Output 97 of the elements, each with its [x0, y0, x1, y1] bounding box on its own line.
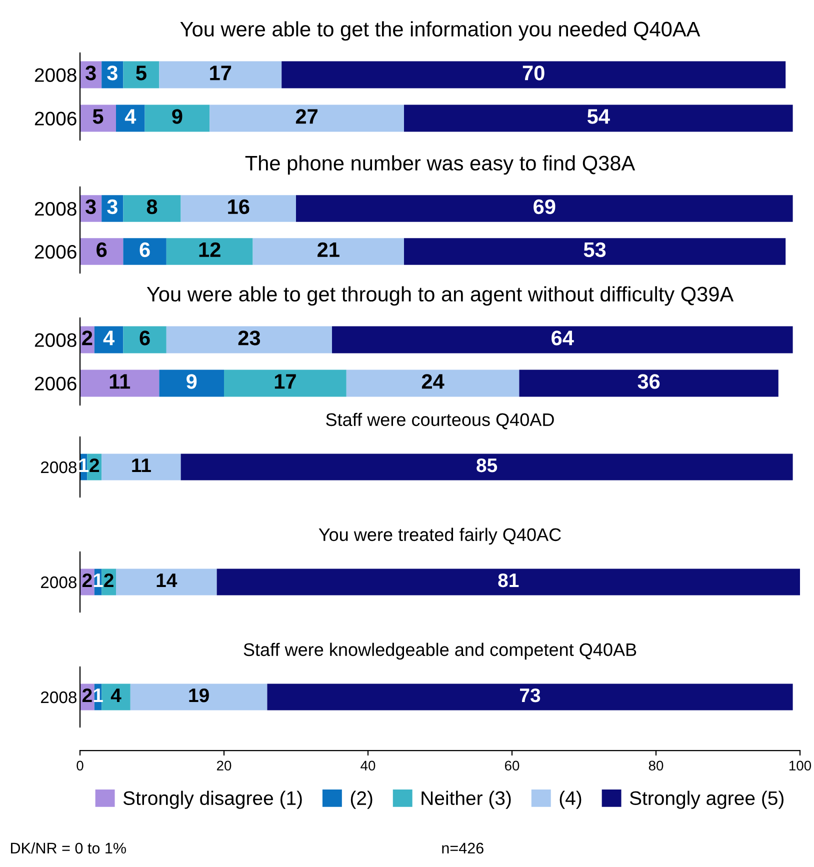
chart-title: You were able to get through to an agent without difficulty Q39A	[146, 286, 734, 306]
x-tick-label: 20	[216, 760, 232, 771]
data-label: 24	[422, 374, 444, 389]
data-label: 2	[82, 330, 92, 346]
data-label: 81	[498, 573, 519, 588]
bar	[296, 195, 793, 222]
data-label: 36	[638, 374, 660, 389]
y-tick-label: 2008	[34, 202, 76, 216]
data-label: 2	[82, 688, 92, 702]
y-tick-label: 2008	[40, 461, 76, 474]
data-label: 8	[146, 199, 158, 214]
bar	[123, 238, 166, 265]
y-tick-label: 2006	[34, 244, 76, 259]
data-label: 3	[107, 199, 118, 214]
bar	[267, 684, 793, 710]
bar	[102, 684, 130, 710]
x-tick-label: 40	[360, 760, 376, 771]
bar	[80, 370, 160, 397]
data-label: 53	[584, 242, 606, 258]
data-label: 19	[189, 688, 209, 702]
data-label: 2	[104, 573, 114, 588]
bar	[224, 370, 346, 397]
data-label: 23	[238, 330, 260, 346]
chart-title: Staff were knowledgeable and competent Q40AB	[244, 642, 636, 660]
legend-label: (2)	[350, 790, 372, 809]
data-label: 6	[96, 242, 107, 258]
text: DK/NR = 0 to 1%	[11, 842, 126, 854]
legend-label: Neither (3)	[422, 790, 511, 809]
data-label: 54	[587, 109, 610, 124]
bar	[404, 104, 793, 132]
data-label: 12	[199, 242, 220, 257]
data-label: 3	[85, 66, 96, 80]
data-label: 3	[85, 199, 96, 214]
data-label: 85	[476, 458, 498, 472]
bar	[346, 370, 520, 397]
bar	[80, 238, 124, 265]
chart-title: Staff were courteous Q40AD	[326, 412, 554, 430]
bar	[116, 568, 217, 596]
data-label: 5	[136, 66, 146, 80]
data-label: 4	[124, 109, 136, 124]
bar	[282, 61, 786, 88]
legend-label: Strongly disagree (1)	[123, 790, 302, 809]
data-label: 6	[140, 330, 150, 346]
data-label: 9	[172, 109, 182, 124]
bar	[123, 195, 181, 222]
y-tick-label: 2008	[40, 576, 76, 588]
bar	[123, 61, 160, 88]
data-label: 6	[140, 242, 150, 258]
data-label: 16	[228, 199, 250, 214]
bar	[519, 370, 778, 397]
chart-title: You were able to get the information you needed Q40AA	[180, 21, 700, 41]
data-label: 17	[210, 66, 232, 80]
legend-label: (4)	[560, 790, 582, 809]
bar	[123, 326, 166, 354]
bar	[332, 326, 793, 354]
y-tick-label: 2008	[34, 68, 76, 82]
data-label: 11	[110, 374, 130, 389]
data-label: 73	[520, 688, 540, 702]
bar	[166, 238, 253, 265]
data-label: 64	[552, 330, 574, 346]
bar	[102, 454, 181, 480]
data-label: 27	[296, 109, 318, 124]
data-label: 14	[156, 574, 178, 588]
text: n=426	[442, 842, 484, 854]
y-tick-label: 2008	[40, 691, 76, 704]
x-tick-label: 0	[76, 760, 84, 771]
bar	[130, 684, 268, 710]
data-label: 4	[103, 330, 114, 346]
bar	[404, 238, 786, 265]
data-label: 4	[110, 688, 122, 702]
bar	[166, 326, 332, 354]
chart-title: You were treated fairly Q40AC	[318, 528, 561, 545]
data-label: 70	[522, 66, 544, 80]
data-label: 11	[132, 458, 151, 472]
x-tick-label: 80	[648, 760, 664, 771]
bar	[144, 104, 210, 132]
chart-title: The phone number was easy to find Q38A	[245, 155, 636, 175]
bar	[180, 195, 296, 222]
bar	[116, 104, 145, 132]
bar	[159, 61, 282, 88]
y-tick-label: 2006	[34, 376, 76, 390]
data-label: 69	[534, 199, 556, 214]
data-label: 5	[92, 109, 104, 124]
data-label: 17	[274, 374, 296, 389]
y-tick-label: 2006	[34, 112, 76, 126]
data-label: 21	[318, 242, 340, 257]
x-tick-label: 60	[504, 760, 520, 771]
bar	[159, 370, 224, 397]
data-label: 2	[82, 573, 92, 588]
data-label: 2	[90, 458, 100, 472]
bar	[210, 104, 404, 132]
data-label: 3	[107, 66, 118, 80]
legend-label: Strongly agree (5)	[630, 790, 784, 809]
data-label: 9	[186, 374, 197, 389]
bar	[252, 238, 404, 265]
y-tick-label: 2008	[34, 333, 76, 347]
x-tick-label: 100	[789, 760, 812, 771]
